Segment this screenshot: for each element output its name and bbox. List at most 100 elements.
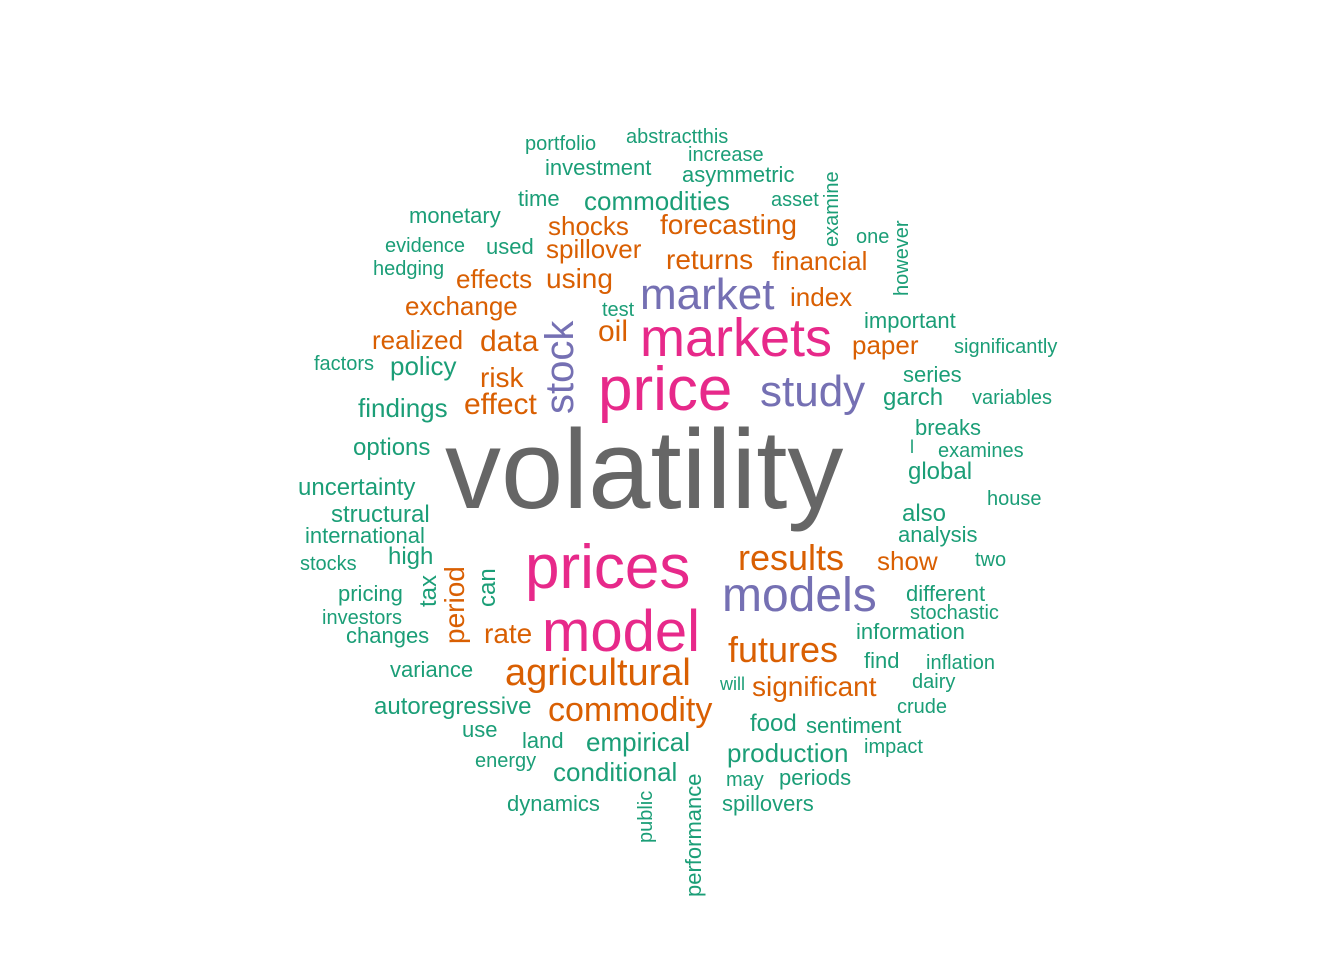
word-period: period — [439, 566, 470, 644]
word-impact: impact — [864, 736, 923, 758]
word-use: use — [462, 717, 498, 742]
word-can: can — [474, 568, 501, 607]
word-examine: examine — [821, 171, 843, 247]
word-increase: increase — [688, 144, 764, 166]
word-dynamics: dynamics — [507, 791, 600, 816]
word-effects: effects — [456, 264, 533, 294]
word-shocks: shocks — [548, 211, 629, 241]
word-public: public — [635, 790, 657, 843]
word-examines: examines — [938, 440, 1024, 462]
word-used: used — [486, 234, 534, 259]
word-however: however — [891, 220, 913, 296]
word-asymmetric: asymmetric — [682, 162, 795, 187]
word-crude: crude — [897, 696, 948, 718]
word-investors: investors — [322, 607, 403, 629]
word-sentiment: sentiment — [806, 713, 902, 738]
word-uncertainty: uncertainty — [298, 474, 416, 501]
word-evidence: evidence — [385, 235, 466, 257]
word-variables: variables — [972, 387, 1053, 409]
word-information: information — [856, 619, 965, 644]
word-factors: factors — [314, 353, 375, 375]
word-commodity: commodity — [548, 691, 713, 729]
word-periods: periods — [779, 765, 852, 790]
word-data: data — [480, 325, 539, 358]
word-food: food — [750, 710, 797, 737]
word-different: different — [906, 581, 986, 606]
word-volatility: volatility — [445, 407, 844, 532]
word-using: using — [546, 263, 613, 294]
word-two: two — [975, 549, 1007, 571]
word-significant: significant — [752, 671, 877, 702]
word-monetary: monetary — [409, 203, 501, 228]
word-spillover: spillover — [546, 234, 642, 264]
word-hedging: hedging — [373, 258, 445, 280]
word-prices: prices — [525, 533, 691, 602]
word-analysis: analysis — [898, 522, 978, 547]
word-market: market — [640, 270, 775, 319]
word-oil: oil — [598, 315, 629, 348]
word-findings: findings — [358, 393, 448, 423]
word-policy: policy — [390, 351, 457, 381]
word-significantly: significantly — [954, 336, 1058, 358]
word-abstractthis: abstractthis — [626, 126, 729, 148]
word-dairy: dairy — [912, 671, 956, 693]
word-high: high — [388, 543, 434, 570]
word-study: study — [760, 367, 866, 416]
word-markets: markets — [640, 308, 833, 368]
word-portfolio: portfolio — [525, 133, 597, 155]
word-time: time — [518, 186, 560, 211]
word-garch: garch — [883, 384, 944, 411]
word-show: show — [877, 546, 938, 576]
word-autoregressive: autoregressive — [374, 693, 532, 720]
word-stocks: stocks — [300, 553, 357, 575]
word-structural: structural — [331, 501, 430, 528]
word-global: global — [908, 458, 973, 485]
word-international: international — [305, 523, 425, 548]
word-risk: risk — [480, 362, 524, 393]
word-l: l — [910, 437, 914, 457]
word-series: series — [903, 362, 962, 387]
word-forecasting: forecasting — [660, 209, 797, 240]
word-house: house — [987, 488, 1042, 510]
word-model: model — [542, 599, 700, 664]
word-find: find — [864, 648, 900, 673]
word-changes: changes — [346, 623, 430, 648]
word-returns: returns — [666, 244, 754, 275]
word-price: price — [598, 355, 733, 424]
word-breaks: breaks — [915, 415, 982, 440]
word-results: results — [738, 537, 845, 578]
word-pricing: pricing — [338, 581, 403, 606]
word-may: may — [726, 769, 764, 791]
word-commodities: commodities — [584, 186, 730, 216]
word-realized: realized — [372, 325, 464, 355]
word-energy: energy — [475, 750, 537, 772]
word-conditional: conditional — [553, 757, 678, 787]
word-spillovers: spillovers — [722, 791, 814, 816]
word-important: important — [864, 308, 956, 333]
word-futures: futures — [728, 629, 839, 670]
word-index: index — [790, 282, 853, 312]
word-production: production — [727, 738, 849, 768]
word-models: models — [722, 569, 877, 622]
word-effect: effect — [464, 388, 537, 421]
word-investment: investment — [545, 155, 652, 180]
word-land: land — [522, 728, 564, 753]
word-exchange: exchange — [405, 291, 518, 321]
word-inflation: inflation — [926, 652, 995, 674]
word-empirical: empirical — [586, 727, 691, 757]
word-variance: variance — [390, 657, 474, 682]
word-performance: performance — [681, 773, 706, 897]
word-tax: tax — [415, 574, 442, 607]
word-paper: paper — [852, 330, 919, 360]
word-financial: financial — [772, 246, 868, 276]
word-options: options — [353, 434, 431, 461]
word-stochastic: stochastic — [910, 602, 999, 624]
word-rate: rate — [484, 618, 533, 649]
word-asset: asset — [771, 189, 819, 211]
word-test: test — [602, 299, 635, 321]
word-also: also — [902, 500, 947, 527]
word-agricultural: agricultural — [505, 652, 691, 694]
word-stock: stock — [538, 320, 582, 414]
word-one: one — [856, 226, 890, 248]
